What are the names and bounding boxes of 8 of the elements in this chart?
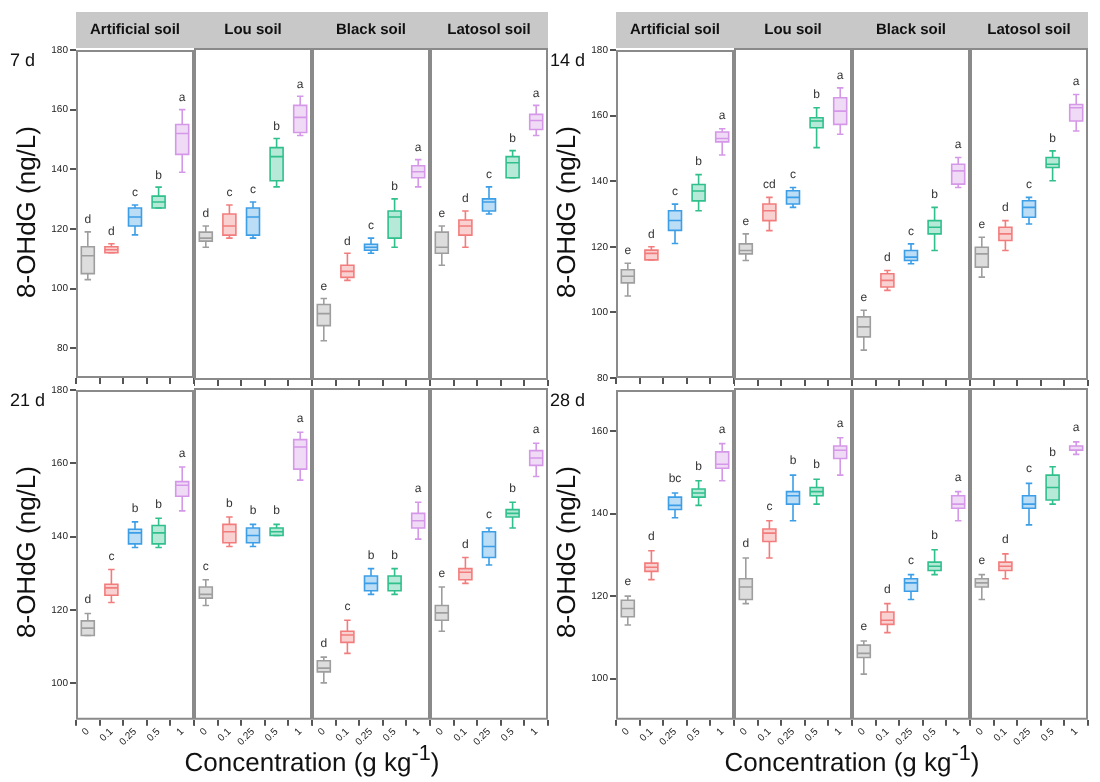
y-axis-title: 8-OHdG (ng/L) <box>551 126 581 298</box>
text: 28 d <box>550 390 586 410</box>
text: 21 d <box>10 390 46 410</box>
text: 7 d <box>10 50 36 70</box>
y-axis-title: 8-OHdG (ng/L) <box>551 466 581 638</box>
y-axis-title: 8-OHdG (ng/L) <box>11 126 41 298</box>
y-axis-title: 8-OHdG (ng/L) <box>11 466 41 638</box>
text: 14 d <box>550 50 586 70</box>
